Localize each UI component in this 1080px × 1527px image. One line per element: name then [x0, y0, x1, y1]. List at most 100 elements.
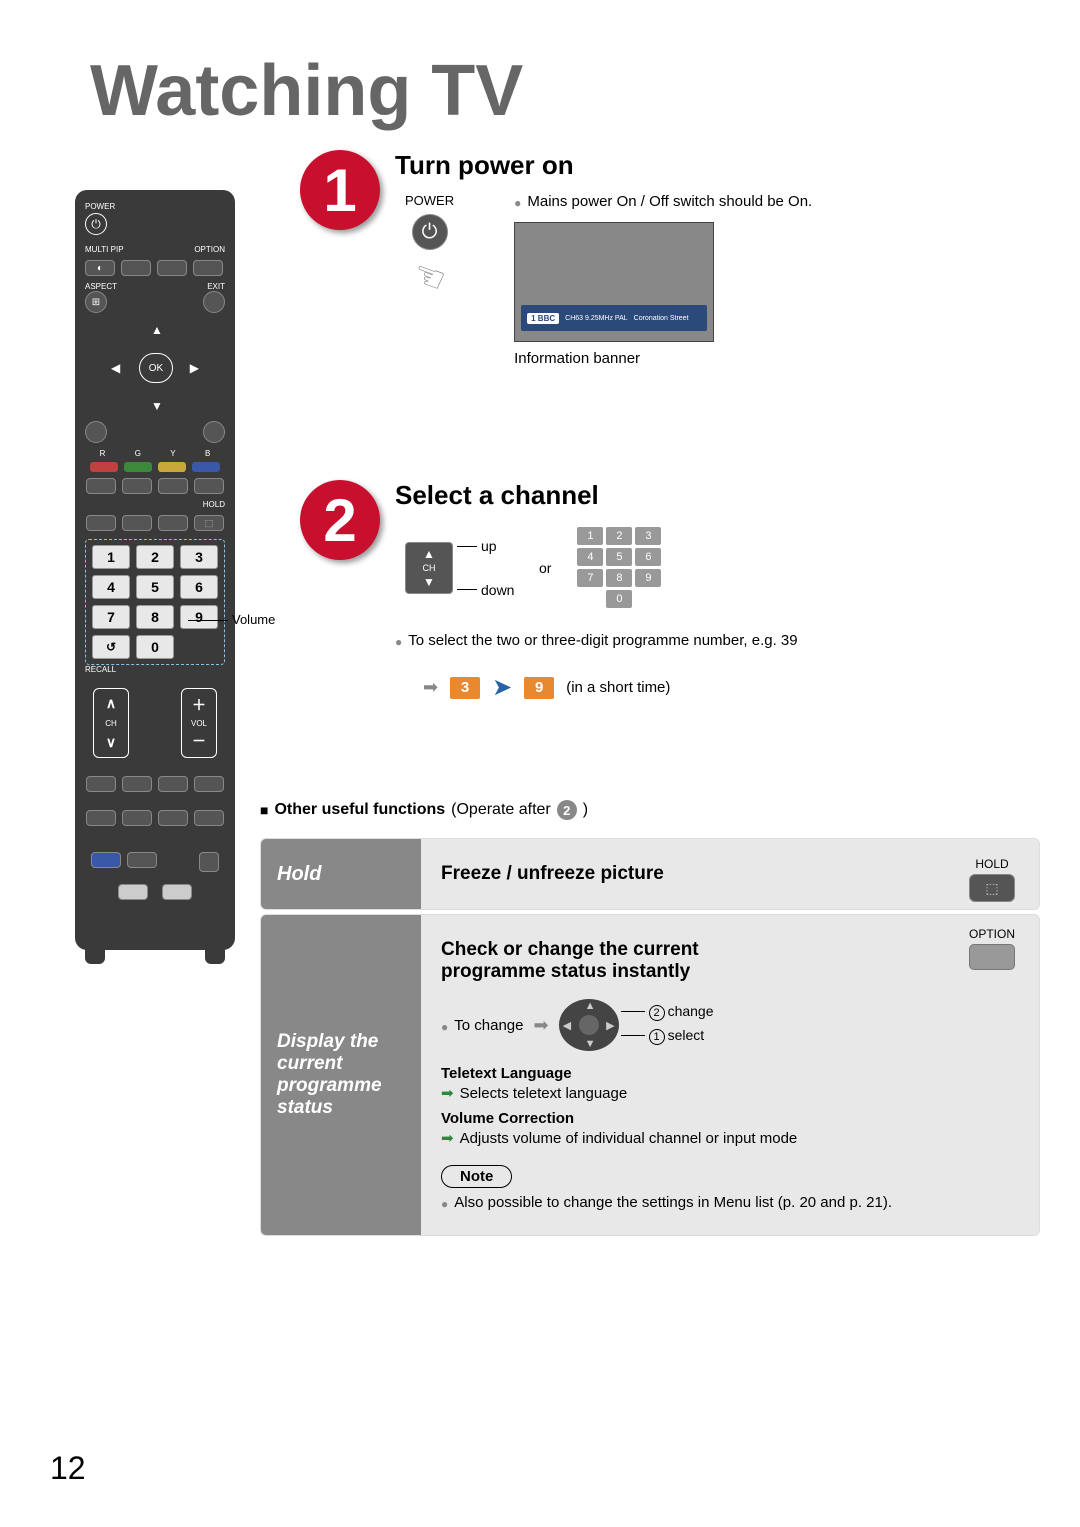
- dpad-small-right-icon: ▶: [606, 1019, 614, 1032]
- remote-control: POWER ⏻ MULTI PIP OPTION ◐ ASPECT EXIT ⊞…: [75, 190, 235, 950]
- mini-num-4[interactable]: 4: [577, 548, 603, 566]
- remote-num-5[interactable]: 5: [136, 575, 174, 599]
- remote-num-1[interactable]: 1: [92, 545, 130, 569]
- ch-rocker-big[interactable]: ▲ CH ▼: [405, 542, 453, 594]
- remote-exit-button[interactable]: [203, 291, 225, 313]
- short-time-label: (in a short time): [566, 679, 670, 696]
- remote-round-c[interactable]: [85, 421, 107, 443]
- to-change-label: To change: [441, 1017, 523, 1034]
- remote-bottom-3[interactable]: [158, 776, 188, 792]
- remote-bottom-13[interactable]: [162, 884, 192, 900]
- remote-row2-c[interactable]: [158, 478, 188, 494]
- two-digit-note: To select the two or three-digit program…: [395, 632, 1025, 649]
- remote-vol-rocker[interactable]: ＋ VOL －: [181, 688, 217, 758]
- green-arrow-icon-1: ➡: [441, 1084, 454, 1102]
- mini-num-8[interactable]: 8: [606, 569, 632, 587]
- dpad-right-icon: ▶: [190, 361, 199, 375]
- remote-num-8[interactable]: 8: [136, 605, 174, 629]
- remote-num-0[interactable]: 0: [136, 635, 174, 659]
- remote-bottom-7[interactable]: [158, 810, 188, 826]
- remote-aspect-button[interactable]: ⊞: [85, 291, 107, 313]
- step1-power-button[interactable]: ⏻: [412, 214, 448, 250]
- rocker-down-icon: ∨: [106, 734, 116, 751]
- remote-row2-a[interactable]: [86, 478, 116, 494]
- dpad-up-icon: ▲: [151, 323, 163, 337]
- remote-bottom-6[interactable]: [122, 810, 152, 826]
- mini-num-3[interactable]: 3: [635, 527, 661, 545]
- remote-bottom-12[interactable]: [118, 884, 148, 900]
- teletext-title: Teletext Language: [441, 1065, 1019, 1082]
- remote-power-button[interactable]: ⏻: [85, 213, 107, 235]
- remote-num-3[interactable]: 3: [180, 545, 218, 569]
- remote-row3-b[interactable]: [122, 515, 152, 531]
- remote-btn-a[interactable]: [121, 260, 151, 276]
- mini-num-6[interactable]: 6: [635, 548, 661, 566]
- remote-num-7[interactable]: 7: [92, 605, 130, 629]
- remote-color-g-button[interactable]: [124, 462, 152, 472]
- remote-ok-button[interactable]: OK: [139, 353, 173, 383]
- hold-button[interactable]: ⬚: [969, 874, 1015, 902]
- remote-aspect-label: ASPECT: [85, 282, 117, 291]
- teletext-body: Selects teletext language: [460, 1085, 628, 1102]
- rocker-up-icon: ∧: [106, 695, 116, 712]
- dpad-left-icon: ◀: [111, 361, 120, 375]
- remote-bottom-4[interactable]: [194, 776, 224, 792]
- mini-num-2[interactable]: 2: [606, 527, 632, 545]
- volume-label: Volume: [232, 612, 275, 627]
- option-button[interactable]: [969, 944, 1015, 970]
- remote-color-b-button[interactable]: [192, 462, 220, 472]
- remote-color-r-button[interactable]: [90, 462, 118, 472]
- dpad-select-leader: [621, 1035, 645, 1036]
- remote-bottom-8[interactable]: [194, 810, 224, 826]
- ch-down-icon: ▼: [423, 575, 435, 589]
- remote-num-4[interactable]: 4: [92, 575, 130, 599]
- mini-keypad: 1 2 3 4 5 6 7 8 9 0: [577, 527, 661, 608]
- banner-channel-tag: 1 BBC: [527, 313, 559, 324]
- remote-num-6[interactable]: 6: [180, 575, 218, 599]
- leader-change-label: 2change: [649, 1003, 714, 1021]
- mini-num-1[interactable]: 1: [577, 527, 603, 545]
- remote-row3-a[interactable]: [86, 515, 116, 531]
- remote-ch-rocker[interactable]: ∧ CH ∨: [93, 688, 129, 758]
- remote-option-button[interactable]: [193, 260, 223, 276]
- remote-bottom-11[interactable]: [199, 852, 219, 872]
- volcorr-title: Volume Correction: [441, 1110, 1019, 1127]
- arrow-right-icon-3: ➡: [533, 1015, 548, 1036]
- remote-num-9[interactable]: 9: [180, 605, 218, 629]
- green-arrow-icon-2: ➡: [441, 1129, 454, 1147]
- remote-multipip-button[interactable]: ◐: [85, 260, 115, 276]
- remote-foot-right: [205, 938, 225, 964]
- remote-row2-d[interactable]: [194, 478, 224, 494]
- dpad-small[interactable]: ▲ ▼ ◀ ▶: [559, 999, 619, 1051]
- remote-multipip-label: MULTI PIP: [85, 245, 124, 254]
- remote-bottom-9[interactable]: [91, 852, 121, 868]
- remote-bottom-5[interactable]: [86, 810, 116, 826]
- mini-num-9[interactable]: 9: [635, 569, 661, 587]
- remote-option-label: OPTION: [194, 245, 225, 254]
- dpad-change-leader: [621, 1011, 645, 1012]
- remote-round-d[interactable]: [203, 421, 225, 443]
- remote-color-y-button[interactable]: [158, 462, 186, 472]
- mini-num-7[interactable]: 7: [577, 569, 603, 587]
- remote-row2-b[interactable]: [122, 478, 152, 494]
- remote-bottom-2[interactable]: [122, 776, 152, 792]
- remote-bottom-10[interactable]: [127, 852, 157, 868]
- remote-btn-b[interactable]: [157, 260, 187, 276]
- mini-num-5[interactable]: 5: [606, 548, 632, 566]
- volume-leader-line: [188, 620, 228, 621]
- note-body: Also possible to change the settings in …: [441, 1194, 1019, 1211]
- remote-bottom-1[interactable]: [86, 776, 116, 792]
- remote-num-2[interactable]: 2: [136, 545, 174, 569]
- page-title: Watching TV: [90, 50, 523, 132]
- hold-side-label: Hold: [261, 839, 421, 909]
- mini-num-0[interactable]: 0: [606, 590, 632, 608]
- remote-row3-c[interactable]: [158, 515, 188, 531]
- remote-dpad[interactable]: ▲ ▼ ◀ ▶ OK: [95, 323, 215, 413]
- remote-num-recall[interactable]: ↺: [92, 635, 130, 659]
- step2-ref-icon: 2: [557, 800, 577, 820]
- dpad-down-icon: ▼: [151, 399, 163, 413]
- remote-hold-button[interactable]: ⬚: [194, 515, 224, 531]
- hold-button-label: HOLD: [969, 857, 1015, 871]
- leader-select-label: 1select: [649, 1027, 705, 1045]
- status-function-box: Display the current programme status OPT…: [260, 914, 1040, 1236]
